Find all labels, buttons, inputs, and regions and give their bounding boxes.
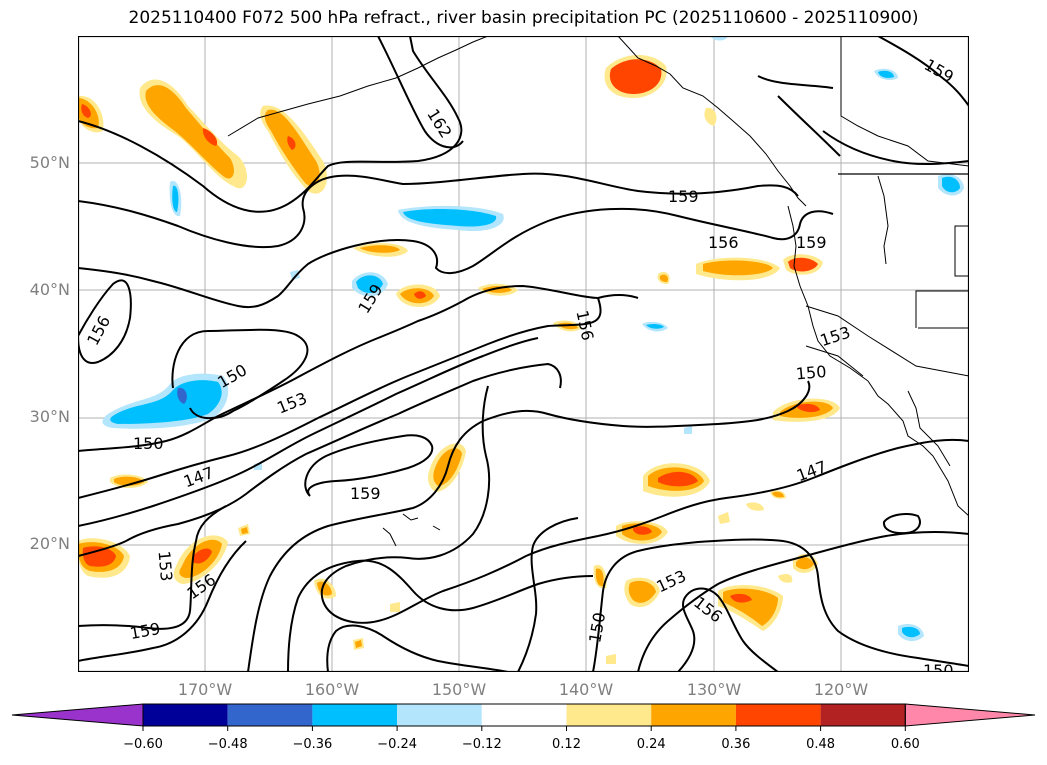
lon-label: 170°W [177, 680, 233, 699]
colorbar-cell [481, 704, 567, 726]
colorbar-extend-max [904, 703, 1036, 727]
colorbar-tick-label: −0.60 [123, 737, 163, 752]
graticule [78, 36, 969, 672]
map-frame [78, 36, 969, 672]
colorbar-cell [566, 704, 652, 726]
lat-label: 40°N [29, 280, 70, 299]
colorbar-tick-label: −0.48 [207, 737, 248, 752]
contour-label: 150 [133, 434, 164, 453]
colorbar-cell [312, 704, 398, 726]
map-title: 2025110400 F072 500 hPa refract., river … [128, 8, 919, 28]
lat-label: 50°N [29, 153, 70, 172]
lon-label: 140°W [558, 680, 614, 699]
contour-label: 150 [795, 362, 827, 384]
colorbar-cell [651, 704, 736, 726]
colorbar-tick-label: −0.12 [461, 737, 502, 752]
contour-label: 159 [668, 187, 699, 206]
colorbar-tick-label: 0.12 [552, 737, 581, 752]
colorbar-cell [143, 704, 228, 726]
coastlines [227, 36, 969, 547]
colorbar [11, 703, 1036, 731]
lon-label: 120°W [813, 680, 869, 699]
contour-label: 156 [708, 233, 739, 252]
colorbar-cell [397, 704, 482, 726]
contour-label: 159 [350, 484, 381, 503]
lon-label: 130°W [686, 680, 742, 699]
contour-label: 159 [796, 233, 827, 252]
colorbar-cell [227, 704, 313, 726]
lat-label: 20°N [29, 534, 70, 553]
refractivity-contours [78, 36, 969, 672]
colorbar-tick-label: 0.36 [721, 737, 751, 752]
colorbar-extend-min [11, 703, 144, 727]
map-plot: 162 159 159 159 159 159 159 156 156 156 … [78, 36, 969, 672]
colorbar-tick-label: 0.48 [806, 737, 836, 752]
lon-label: 160°W [304, 680, 360, 699]
colorbar-tick-label: 0.60 [890, 737, 920, 752]
lat-label: 30°N [29, 407, 70, 426]
contour-label: 153 [155, 550, 177, 582]
colorbar-tick-label: −0.24 [377, 737, 418, 752]
colorbar-tick-label: 0.24 [636, 737, 666, 752]
contour-label: 150 [923, 661, 954, 672]
precip-shading [78, 36, 964, 664]
colorbar-cell [735, 704, 821, 726]
colorbar-tick-label: −0.36 [292, 737, 333, 752]
lon-label: 150°W [431, 680, 487, 699]
colorbar-cell [820, 704, 906, 726]
